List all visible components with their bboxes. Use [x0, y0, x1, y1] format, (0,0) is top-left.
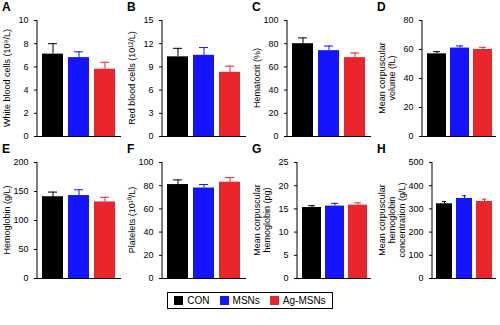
svg-text:20: 20 — [143, 250, 153, 260]
svg-text:Mean corpuscularvolume (fL): Mean corpuscularvolume (fL) — [377, 42, 397, 114]
svg-text:15: 15 — [143, 15, 153, 25]
svg-text:9: 9 — [148, 62, 153, 72]
svg-text:400: 400 — [408, 181, 423, 191]
html-text:H: H — [377, 142, 386, 156]
svg-text:5: 5 — [283, 250, 288, 260]
svg-text:20: 20 — [403, 102, 413, 112]
svg-text:40: 40 — [403, 73, 413, 83]
svg-text:4: 4 — [23, 85, 28, 95]
svg-text:15: 15 — [278, 204, 288, 214]
svg-text:10: 10 — [18, 15, 28, 25]
svg-text:6: 6 — [148, 85, 153, 95]
svg-text:40: 40 — [268, 85, 278, 95]
svg-text:0: 0 — [408, 131, 413, 140]
svg-text:Hemoglobin (g/L): Hemoglobin (g/L) — [2, 185, 12, 254]
svg-text:0: 0 — [23, 131, 28, 140]
svg-text:60: 60 — [143, 204, 153, 214]
svg-text:20: 20 — [278, 181, 288, 191]
svg-text:80: 80 — [403, 15, 413, 25]
svg-text:Mean corpuscularhemoglobinconc: Mean corpuscularhemoglobinconcentration … — [377, 182, 407, 257]
svg-text:100: 100 — [138, 157, 153, 167]
svg-text:2: 2 — [23, 108, 28, 118]
svg-text:200: 200 — [13, 157, 28, 167]
svg-text:25: 25 — [278, 157, 288, 167]
svg-text:Mean corpuscularhemoglobin (pg: Mean corpuscularhemoglobin (pg) — [252, 184, 272, 256]
html-text:MSNs: MSNs — [232, 295, 260, 306]
html-text:CON: CON — [187, 295, 210, 306]
svg-text:0: 0 — [418, 273, 423, 282]
svg-text:100: 100 — [263, 15, 278, 25]
html-text:G: G — [252, 142, 262, 156]
svg-text:100: 100 — [408, 250, 423, 260]
svg-text:10: 10 — [278, 227, 288, 237]
svg-text:Platelets (10¹⁰/L): Platelets (10¹⁰/L) — [127, 187, 137, 254]
svg-text:White blood cells (10⁹/L): White blood cells (10⁹/L) — [2, 29, 12, 127]
html-text:A: A — [2, 0, 11, 14]
svg-text:12: 12 — [143, 39, 153, 49]
html-text:F: F — [127, 142, 135, 156]
svg-text:500: 500 — [408, 157, 423, 167]
svg-text:100: 100 — [13, 215, 28, 225]
svg-text:40: 40 — [143, 227, 153, 237]
svg-text:200: 200 — [408, 227, 423, 237]
html-text:Ag-MSNs: Ag-MSNs — [282, 295, 326, 306]
svg-text:300: 300 — [408, 204, 423, 214]
svg-text:0: 0 — [23, 273, 28, 282]
html-text:B: B — [127, 0, 136, 14]
html-text:C: C — [252, 0, 261, 14]
svg-text:0: 0 — [148, 273, 153, 282]
svg-text:Red blood cells (10¹²/L): Red blood cells (10¹²/L) — [127, 31, 137, 125]
svg-text:Hematocrit (%): Hematocrit (%) — [252, 48, 262, 108]
svg-text:20: 20 — [268, 108, 278, 118]
svg-text:0: 0 — [148, 131, 153, 140]
svg-text:50: 50 — [18, 244, 28, 254]
svg-text:3: 3 — [148, 108, 153, 118]
svg-text:6: 6 — [23, 62, 28, 72]
svg-text:80: 80 — [268, 39, 278, 49]
svg-text:60: 60 — [403, 44, 413, 54]
svg-text:150: 150 — [13, 186, 28, 196]
svg-text:0: 0 — [283, 273, 288, 282]
html-text:D: D — [377, 0, 386, 14]
svg-text:60: 60 — [268, 62, 278, 72]
html-text:E: E — [2, 142, 10, 156]
svg-text:8: 8 — [23, 39, 28, 49]
svg-text:80: 80 — [143, 181, 153, 191]
svg-text:0: 0 — [273, 131, 278, 140]
